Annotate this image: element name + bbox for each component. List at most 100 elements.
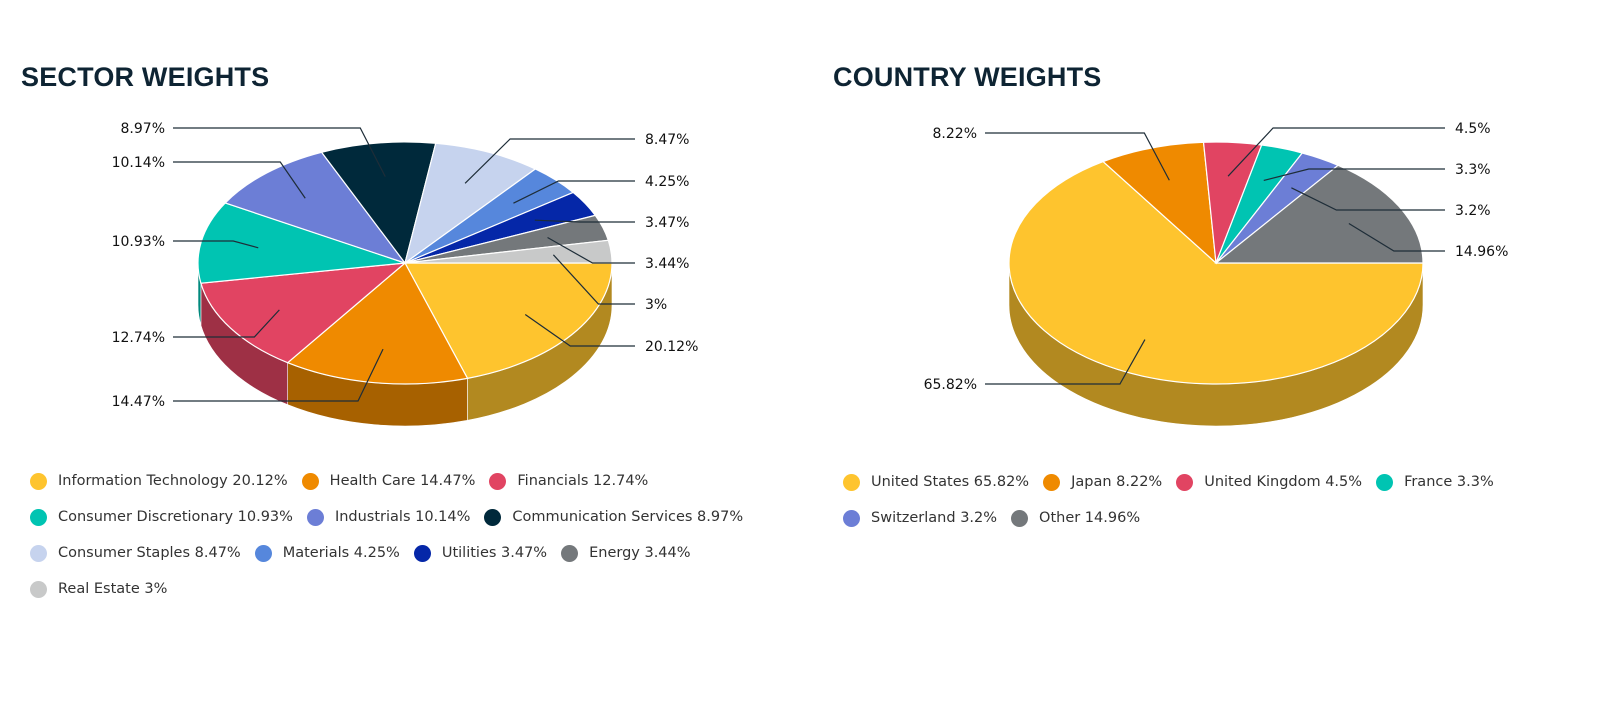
- legend-item[interactable]: Energy 3.44%: [561, 543, 691, 563]
- legend-item[interactable]: Health Care 14.47%: [301, 471, 476, 491]
- leader-line: [464, 138, 635, 184]
- data-label: 8.22%: [933, 126, 977, 142]
- sector-weights-title: SECTOR WEIGHTS: [21, 62, 270, 92]
- legend-label: Industrials 10.14%: [334, 509, 471, 525]
- leader-line: [1227, 127, 1445, 177]
- legend-marker-icon: [413, 544, 431, 562]
- leader-line: [524, 313, 635, 347]
- legend-item[interactable]: Japan 8.22%: [1043, 472, 1162, 492]
- legend-item[interactable]: Switzerland 3.2%: [843, 508, 997, 528]
- legend-item[interactable]: Information Technology 20.12%: [30, 471, 288, 491]
- legend-label: Switzerland 3.2%: [871, 510, 998, 526]
- legend-item[interactable]: Real Estate 3%: [30, 579, 167, 599]
- legend-item[interactable]: Communication Services 8.97%: [484, 507, 743, 527]
- country-weights-title: COUNTRY WEIGHTS: [833, 62, 1102, 92]
- legend-label: Real Estate 3%: [58, 581, 168, 597]
- legend-label: France 3.3%: [1404, 474, 1494, 490]
- legend-item[interactable]: Utilities 3.47%: [413, 543, 548, 563]
- data-label: 14.47%: [112, 394, 165, 410]
- legend-label: Information Technology 20.12%: [58, 473, 288, 489]
- legend-item[interactable]: Industrials 10.14%: [306, 507, 471, 527]
- pie-slice-japan: [1101, 141, 1217, 265]
- legend-marker-icon: [254, 544, 272, 562]
- data-label: 20.12%: [645, 339, 698, 355]
- legend-marker-icon: [484, 508, 502, 526]
- legend-item[interactable]: United Kingdom 4.5%: [1176, 472, 1362, 492]
- data-label: 10.14%: [112, 155, 165, 171]
- leader-line: [1348, 223, 1445, 252]
- pie-slice-industrials: [224, 151, 407, 265]
- legend-label: Materials 4.25%: [282, 545, 400, 561]
- legend-marker-icon: [30, 472, 47, 490]
- legend-label: United Kingdom 4.5%: [1204, 474, 1363, 490]
- legend-label: Health Care 14.47%: [329, 473, 476, 489]
- data-label: 3.44%: [645, 256, 689, 272]
- pie-slice-health-care: [286, 262, 469, 385]
- legend-marker-icon: [30, 544, 47, 562]
- legend-label: Japan 8.22%: [1071, 474, 1163, 490]
- leader-line: [534, 219, 635, 223]
- legend-label: Utilities 3.47%: [441, 545, 548, 561]
- leader-line: [173, 348, 384, 402]
- legend-item[interactable]: Financials 12.74%: [489, 471, 648, 491]
- pie-slice-united-states: [1008, 160, 1424, 385]
- legend-item[interactable]: United States 65.82%: [843, 472, 1029, 492]
- leader-line: [513, 180, 635, 204]
- legend-label: Other 14.96%: [1039, 510, 1141, 526]
- data-label: 4.25%: [645, 174, 689, 190]
- legend-item[interactable]: Other 14.96%: [1011, 508, 1140, 528]
- legend-marker-icon: [306, 508, 324, 526]
- pie-slice-consumer-discretionary: [197, 202, 406, 284]
- legend-marker-icon: [1043, 473, 1061, 491]
- data-label: 65.82%: [924, 377, 977, 393]
- legend-label: Consumer Staples 8.47%: [58, 545, 241, 561]
- legend-marker-icon: [30, 508, 47, 526]
- country-legend: United States 65.82% Japan 8.22% United Ki…: [843, 472, 1563, 528]
- legend-marker-icon: [561, 544, 579, 562]
- pie-slice-consumer-staples: [404, 142, 537, 265]
- leader-line: [1263, 168, 1445, 182]
- data-label: 8.97%: [121, 121, 165, 137]
- legend-item[interactable]: Materials 4.25%: [254, 543, 400, 563]
- pie-slice-communication-services: [320, 141, 437, 265]
- data-label: 8.47%: [645, 132, 689, 148]
- legend-item[interactable]: France 3.3%: [1376, 472, 1494, 492]
- pie-slice-financials: [200, 262, 407, 364]
- legend-marker-icon: [843, 509, 860, 527]
- leader-line: [547, 237, 635, 264]
- legend-item[interactable]: Consumer Staples 8.47%: [30, 543, 241, 563]
- data-label: 3%: [645, 297, 667, 313]
- leader-line: [985, 132, 1170, 181]
- legend-marker-icon: [301, 472, 319, 490]
- data-label: 3.3%: [1455, 162, 1491, 178]
- legend-marker-icon: [843, 473, 860, 491]
- data-label: 10.93%: [112, 234, 165, 250]
- pie-slice-information-technology: [403, 262, 613, 380]
- data-label: 14.96%: [1455, 244, 1508, 260]
- leader-line: [985, 339, 1146, 385]
- legend-marker-icon: [30, 580, 47, 598]
- sector-legend: Information Technology 20.12% Health Care…: [30, 471, 820, 599]
- data-label: 3.2%: [1455, 203, 1491, 219]
- leader-line: [173, 240, 259, 249]
- legend-label: Financials 12.74%: [517, 473, 649, 489]
- data-label: 3.47%: [645, 215, 689, 231]
- legend-label: Energy 3.44%: [589, 545, 691, 561]
- legend-label: United States 65.82%: [871, 474, 1030, 490]
- leader-line: [173, 161, 306, 199]
- data-label: 12.74%: [112, 330, 165, 346]
- legend-label: Consumer Discretionary 10.93%: [58, 509, 293, 525]
- leader-line: [173, 309, 280, 338]
- leader-line: [1291, 187, 1445, 211]
- pie-slice-other: [1214, 164, 1424, 264]
- data-label: 4.5%: [1455, 121, 1491, 137]
- legend-marker-icon: [1176, 473, 1194, 491]
- legend-label: Communication Services 8.97%: [512, 509, 744, 525]
- legend-marker-icon: [1011, 509, 1029, 527]
- legend-marker-icon: [1376, 473, 1394, 491]
- leader-line: [173, 127, 386, 177]
- legend-item[interactable]: Consumer Discretionary 10.93%: [30, 507, 293, 527]
- legend-marker-icon: [489, 472, 507, 490]
- leader-line: [552, 254, 635, 305]
